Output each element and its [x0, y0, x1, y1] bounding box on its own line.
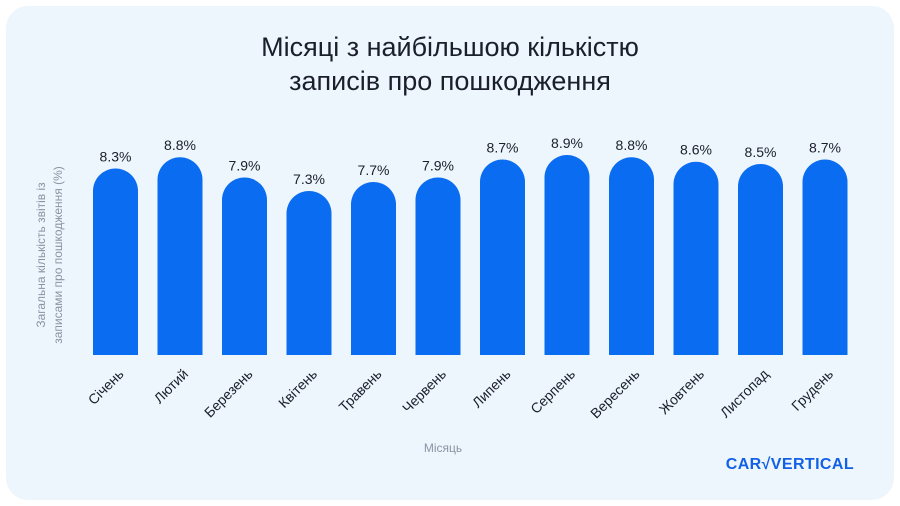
category-label-1: Січень	[85, 366, 127, 408]
category-labels-group: Січень Лютий Березень Квітень Травень Червень…	[85, 366, 836, 422]
value-label-12: 8.7%	[809, 139, 841, 155]
bar-9	[609, 157, 654, 355]
value-label-5: 7.7%	[358, 162, 390, 178]
chart-title-line2: записів про пошкодження	[289, 66, 611, 96]
y-axis-label-line2: записами про пошкодження (%)	[51, 166, 65, 344]
category-label-6: Червень	[399, 366, 449, 416]
value-labels-group: 8.3% 8.8% 7.9% 7.3% 7.7% 7.9% 8.7% 8.9% 8.8% 8.6%…	[100, 135, 841, 187]
value-label-3: 7.9%	[229, 157, 261, 173]
bar-6	[415, 177, 461, 355]
bars-group	[93, 155, 848, 355]
value-label-11: 8.5%	[745, 144, 777, 160]
value-label-10: 8.6%	[680, 142, 712, 158]
chart-title: Місяці з найбільшою кількістю записів пр…	[0, 30, 900, 98]
value-label-2: 8.8%	[164, 137, 196, 153]
bar-5	[351, 181, 396, 355]
bar-11	[738, 163, 783, 355]
bar-7	[480, 159, 525, 355]
bar-12	[802, 159, 848, 355]
bar-10	[673, 161, 719, 355]
x-axis-label: Місяць	[424, 441, 462, 455]
value-label-1: 8.3%	[100, 148, 132, 164]
category-label-2: Лютий	[151, 366, 192, 407]
category-label-7: Липень	[469, 366, 514, 411]
value-label-4: 7.3%	[293, 171, 325, 187]
bar-3	[222, 177, 267, 355]
value-label-7: 8.7%	[487, 139, 519, 155]
value-label-8: 8.9%	[551, 135, 583, 151]
carvertical-logo: CAR√VERTICAL	[725, 456, 854, 473]
category-label-5: Травень	[336, 366, 385, 415]
bar-1	[93, 168, 138, 355]
category-label-3: Березень	[201, 366, 256, 421]
bar-2	[157, 157, 203, 355]
value-label-6: 7.9%	[422, 157, 454, 173]
category-label-8: Серпень	[527, 366, 578, 417]
category-label-12: Грудень	[788, 366, 836, 414]
category-label-10: Жовтень	[656, 366, 707, 417]
y-axis-label-line1: Загальна кількість звітів із	[34, 182, 48, 328]
bar-4	[286, 190, 332, 355]
category-label-11: Листопад	[717, 366, 772, 421]
chart-title-line1: Місяці з найбільшою кількістю	[261, 32, 639, 62]
y-axis-label: Загальна кількість звітів із записами пр…	[34, 166, 65, 344]
bar-8	[544, 155, 590, 355]
category-label-9: Вересень	[587, 366, 643, 422]
category-label-4: Квітень	[275, 366, 320, 411]
value-label-9: 8.8%	[616, 137, 648, 153]
